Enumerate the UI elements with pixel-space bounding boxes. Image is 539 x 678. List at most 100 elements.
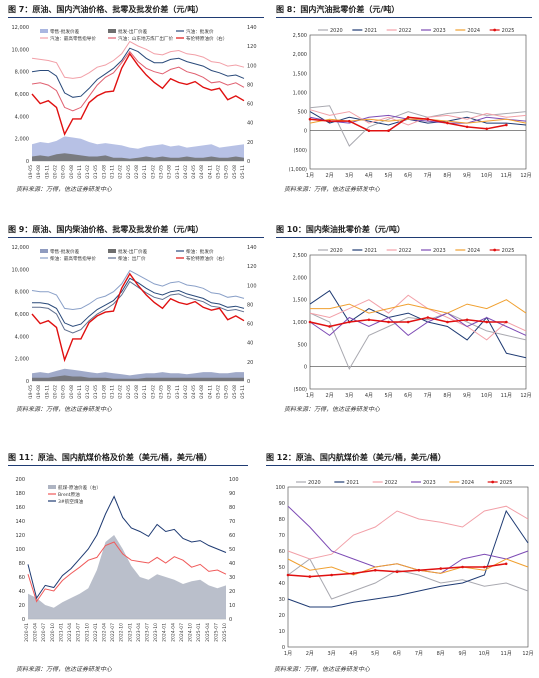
x-tick-label: 2022-07 xyxy=(110,623,116,642)
x-tick-label: 9月 xyxy=(458,651,466,657)
x-tick-label: 2021-01 xyxy=(58,623,64,642)
series-point xyxy=(465,318,469,322)
series-point xyxy=(406,320,410,324)
y-tick-label-right: 60 xyxy=(247,322,253,328)
x-tick-label: 2024-11 xyxy=(207,385,213,399)
chart-fig10: (500) 0 500 1,000 1,500 2,000 2,500 1月 2月 3月 4月 5月 6… xyxy=(293,248,532,399)
x-tick-label: 2025-01 xyxy=(196,623,202,642)
y-tick-label-right: 120 xyxy=(247,264,257,270)
x-tick-label: 2023-08 xyxy=(167,385,173,399)
x-tick-label: 4月 xyxy=(365,393,373,399)
y-tick-label-right: 60 xyxy=(247,102,253,108)
legend-label: 汽油：批发价 xyxy=(186,28,214,35)
y-tick-label-left: 200 xyxy=(15,477,25,483)
x-tick-label: 2020-11 xyxy=(77,385,83,399)
x-tick-label: 5月 xyxy=(384,393,392,399)
y-tick-label-right: 40 xyxy=(247,341,253,347)
series-line xyxy=(287,505,529,574)
x-tick-label: 3月 xyxy=(345,393,353,399)
series-point xyxy=(367,318,371,322)
title-rule xyxy=(276,237,532,238)
y-tick-label: 1,500 xyxy=(293,71,307,77)
y-tick-label: (1,000) xyxy=(289,167,307,173)
x-tick-label: 2023-11 xyxy=(175,385,181,399)
x-tick-label: 2024-05 xyxy=(191,385,197,399)
x-tick-label: 2021-05 xyxy=(93,165,99,179)
series-line xyxy=(310,299,527,314)
x-tick-label: 6月 xyxy=(404,393,412,399)
series-point xyxy=(330,573,333,577)
x-tick-label: 2021-02 xyxy=(85,385,91,399)
x-tick-label: 2023-04 xyxy=(136,623,142,642)
x-tick-label: 2月 xyxy=(326,393,334,399)
x-tick-label: 2021-07 xyxy=(76,623,82,642)
x-tick-label: 2021-04 xyxy=(67,623,73,642)
x-tick-label: 2022-10 xyxy=(119,623,125,642)
x-tick-label: 2020-05 xyxy=(61,165,67,179)
series-line xyxy=(309,109,527,126)
x-tick-label: 2021-10 xyxy=(84,623,90,642)
title-rule xyxy=(266,465,534,466)
series-point xyxy=(465,125,469,129)
y-tick-label-right: 60 xyxy=(229,533,235,539)
y-tick-label-left: 6,000 xyxy=(15,92,29,98)
series-line xyxy=(32,280,245,334)
series-line xyxy=(31,272,245,363)
y-tick-label: 60 xyxy=(279,549,285,555)
y-tick-label-left: 0 xyxy=(26,159,29,165)
series-area xyxy=(32,153,244,161)
x-tick-label: 11月 xyxy=(501,393,512,399)
y-tick-label: 20 xyxy=(279,613,285,619)
x-tick-label: 10月 xyxy=(479,651,490,657)
series-line xyxy=(309,312,527,371)
legend-label: 零售-批发价差 xyxy=(50,28,80,35)
x-tick-label: 2024-11 xyxy=(207,165,213,179)
series-point xyxy=(352,572,355,575)
series-line xyxy=(32,277,245,327)
series-point xyxy=(483,565,486,569)
y-tick-label-left: 2,000 xyxy=(15,357,29,363)
source-note: 资料来源：万得，信达证券研发中心 xyxy=(16,406,113,413)
legend-label: 汽油：山东地方炼厂出厂价 xyxy=(118,35,174,42)
panel-fig11: 图 11：原油、国内航煤价格及价差（美元/桶，美元/桶） 0 20 40 60 80 10… xyxy=(8,452,248,674)
series-point xyxy=(505,320,508,324)
x-tick-label: 2022-08 xyxy=(134,165,140,179)
x-tick-label: 2019-11 xyxy=(44,385,50,399)
x-tick-label: 2019-05 xyxy=(28,165,34,179)
x-tick-label: 2024-05 xyxy=(191,165,197,179)
legend-label: 2024 xyxy=(467,248,480,254)
x-tick-label: 9月 xyxy=(463,173,471,179)
y-tick-label: 10 xyxy=(279,629,285,635)
source-note: 资料来源：万得，信达证券研发中心 xyxy=(16,666,113,673)
y-tick-label-left: 160 xyxy=(15,505,25,511)
panel-fig9: 图 9：原油、国内柴油价格、批零及批发价差（元/吨） 0 2,000 4,000 6,… xyxy=(8,224,264,414)
y-tick-label-left: 0 xyxy=(26,379,29,385)
panel-title: 图 10：国内柴油批零价差（元/吨） xyxy=(276,225,405,234)
legend-label: 航煤-原油价差（右） xyxy=(58,484,101,491)
series-line xyxy=(31,47,245,98)
y-tick-label-right: 40 xyxy=(247,121,253,127)
x-tick-label: 8月 xyxy=(443,393,451,399)
panel-title: 图 11：原油、国内航煤价格及价差（美元/桶，美元/桶） xyxy=(8,453,212,462)
series-line xyxy=(309,312,527,337)
legend-label: Brent原油 xyxy=(58,491,80,498)
legend-label: 2020 xyxy=(330,248,343,254)
title-rule xyxy=(276,17,532,18)
series-line xyxy=(31,40,245,79)
y-tick-label-right: 0 xyxy=(247,159,250,165)
y-tick-label: 2,000 xyxy=(293,52,307,58)
x-tick-label: 10月 xyxy=(481,393,492,399)
legend-marker xyxy=(493,28,497,32)
x-tick-label: 9月 xyxy=(463,393,471,399)
series-point xyxy=(439,567,443,570)
legend-swatch xyxy=(108,249,116,253)
series-line xyxy=(31,52,245,137)
y-tick-label-right: 10 xyxy=(229,603,235,609)
y-tick-label: 0 xyxy=(282,645,285,651)
plot-frame xyxy=(309,34,527,170)
panel-title: 图 12：原油、国内航煤价差（美元/桶，美元/桶） xyxy=(266,453,446,462)
series-point xyxy=(367,129,371,133)
x-tick-label: 1月 xyxy=(306,393,314,399)
x-tick-label: 2025-10 xyxy=(222,623,228,642)
series-line xyxy=(287,505,529,560)
